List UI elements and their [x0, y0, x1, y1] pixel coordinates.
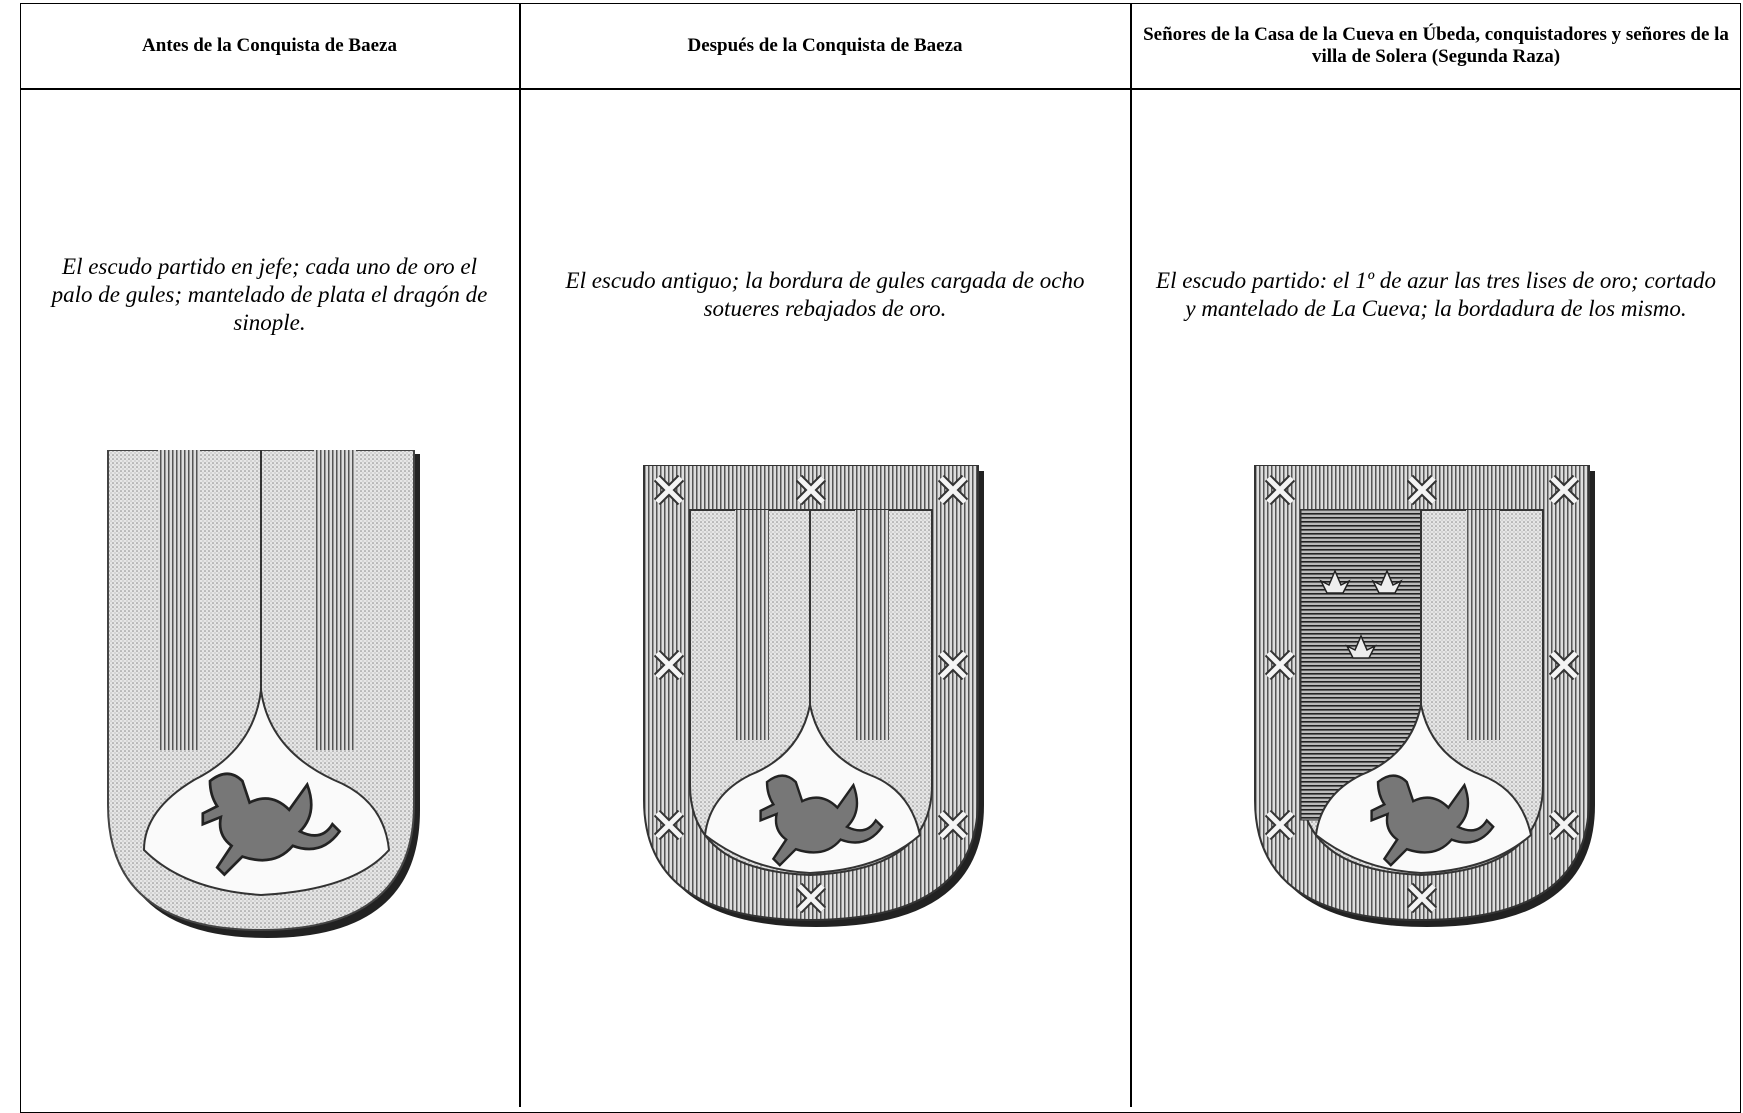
coat-of-arms [1254, 465, 1595, 927]
coat-of-arms [107, 450, 420, 938]
column-header: Señores de la Casa de la Cueva en Úbeda,… [1143, 24, 1729, 67]
description: El escudo partido en jefe; cada uno de o… [51, 254, 488, 335]
coat-of-arms [643, 465, 984, 927]
header-divider [20, 88, 1741, 90]
column-header: Después de la Conquista de Baeza [687, 35, 963, 56]
column-divider [1130, 3, 1132, 1107]
column-header: Antes de la Conquista de Baeza [142, 35, 397, 56]
column-divider [519, 3, 521, 1107]
description: El escudo partido: el 1º de azur las tre… [1156, 268, 1716, 321]
description: El escudo antiguo; la bordura de gules c… [565, 268, 1085, 321]
